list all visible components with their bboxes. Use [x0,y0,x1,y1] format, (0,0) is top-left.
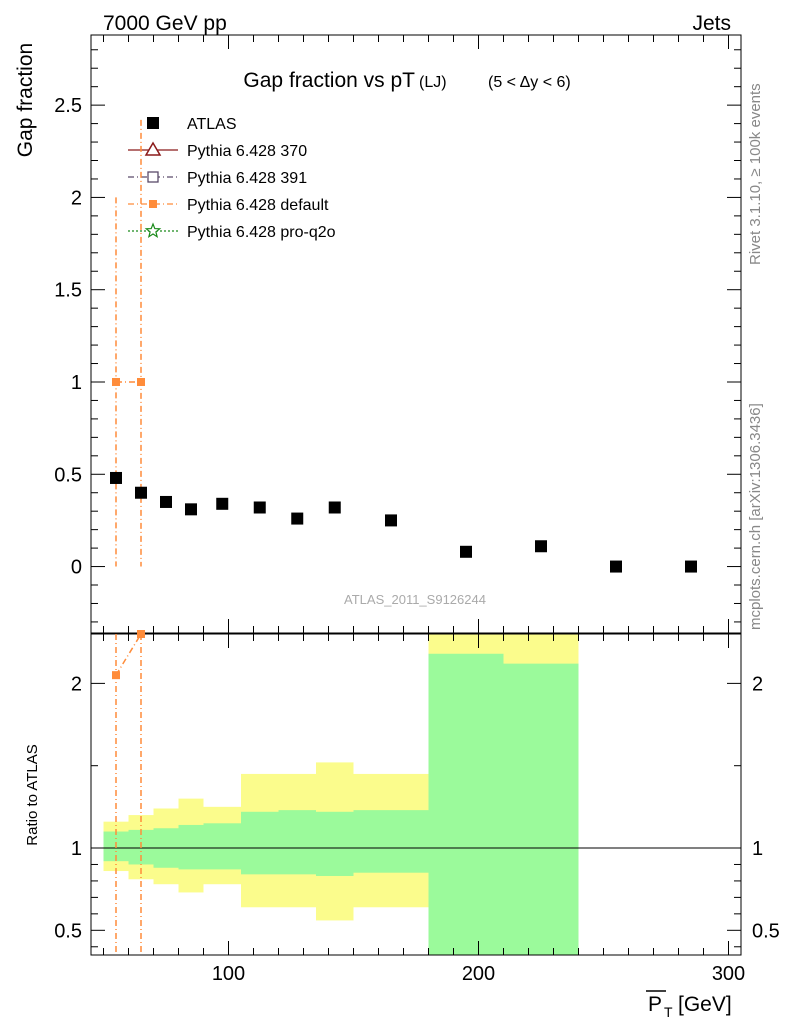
ratio-y-tick-label-right: 0.5 [752,920,780,942]
legend-marker [144,222,162,239]
mcplots-label: mcplots.cern.ch [arXiv:1306.3436] [747,403,764,630]
rivet-version-label: Rivet 3.1.10, ≥ 100k events [747,83,764,265]
ratio-y-tick-label: 0.5 [54,920,82,942]
legend-label: Pythia 6.428 391 [187,170,307,187]
legend-entry: Pythia 6.428 pro-q2o [128,222,336,241]
main-frame [90,34,742,634]
atlas-point [460,545,472,558]
legend-entry: ATLAS [147,116,237,133]
atlas-point [291,512,304,525]
atlas-point [216,497,229,510]
main-y-tick-label: 0 [71,557,82,579]
legend-marker [149,200,157,208]
legend-marker [147,117,159,129]
main-title: Gap fraction vs pT (LJ) (5 < Δy < 6) [243,69,570,92]
legend-label: Pythia 6.428 370 [187,143,307,160]
ratio-inner-band [428,653,504,955]
atlas-point [110,471,122,484]
main-y-tick-labels: 0 0.5 1 1.5 2 2.5 [54,95,82,578]
legend-entry: Pythia 6.428 default [128,197,329,214]
ratio-inner-band [353,810,429,873]
main-panel: 0 0.5 1 1.5 2 2.5 Gap fraction Gap fraction v… [14,34,742,634]
header-right: Jets [692,12,731,35]
x-tick-label: 300 [712,963,745,985]
legend-marker [144,141,162,156]
x-tick-label: 100 [212,963,245,985]
ratio-y-axis-label: Ratio to ATLAS [24,744,41,845]
x-axis-label-p: P [648,993,662,1016]
main-y-tick-label: 0.5 [54,464,82,486]
analysis-watermark: ATLAS_2011_S9126244 [344,592,486,607]
x-axis-label: P T [GeV] [646,990,732,1020]
atlas-point [185,503,197,516]
x-tick-label: 200 [462,963,495,985]
main-y-axis-label: Gap fraction [14,43,37,157]
ratio-inner-band [503,663,579,955]
ratio-x-tick-labels: 100 200 300 [212,963,745,985]
ratio-y-tick-labels: 0.5 0.5 1 1 2 2 [54,673,780,942]
ratio-mc-line [115,633,142,676]
ratio-y-tick-label-right: 1 [752,838,763,860]
atlas-point [135,486,147,499]
atlas-point [685,560,697,573]
legend-label: ATLAS [187,116,237,133]
ratio-y-tick-label-right: 2 [752,673,763,695]
main-axis-ticks [91,35,741,633]
ratio-inner-band [316,811,354,876]
atlas-point [385,514,397,527]
main-data-layer [110,119,697,573]
ratio-inner-band [203,823,241,870]
x-axis-label-unit: [GeV] [678,993,732,1016]
atlas-point [160,495,172,508]
legend-entry: Pythia 6.428 391 [128,170,307,187]
ratio-y-tick-label: 1 [71,838,82,860]
mc-point [137,377,145,386]
main-y-tick-label: 1 [71,372,82,394]
ratio-mc-point [137,630,145,638]
title-cut: (5 < Δy < 6) [488,74,571,91]
ratio-y-tick-label: 2 [71,673,82,695]
main-y-tick-label: 2 [71,187,82,209]
mc-point [112,377,120,386]
atlas-point [610,560,622,573]
atlas-point [253,501,266,514]
title-subscript: (LJ) [419,74,447,91]
ratio-frame [90,633,742,956]
legend-label: Pythia 6.428 pro-q2o [187,224,336,241]
header-left: 7000 GeV pp [103,12,227,35]
legend-label: Pythia 6.428 default [187,197,329,214]
ratio-inner-band [178,824,204,870]
atlas-point [328,501,341,514]
main-y-tick-label: 2.5 [54,95,82,117]
ratio-data-layer [112,630,145,955]
ratio-mc-point [112,671,120,680]
legend-entry: Pythia 6.428 370 [128,141,307,160]
ratio-axis-ticks [91,634,741,955]
x-axis-label-subscript: T [664,1004,673,1020]
title-text: Gap fraction vs pT [243,69,415,92]
ratio-panel: 0.5 0.5 1 1 2 2 100 200 300 Ratio to ATLAS P T … [24,630,780,1020]
atlas-point [535,540,547,553]
main-y-tick-label: 1.5 [54,280,82,302]
legend-marker [147,171,159,183]
ratio-inner-band [278,810,316,875]
legend: ATLAS Pythia 6.428 370 Pythia 6.428 391 Pyt… [128,116,336,241]
ratio-inner-band [241,811,279,875]
ratio-bands [103,634,579,955]
